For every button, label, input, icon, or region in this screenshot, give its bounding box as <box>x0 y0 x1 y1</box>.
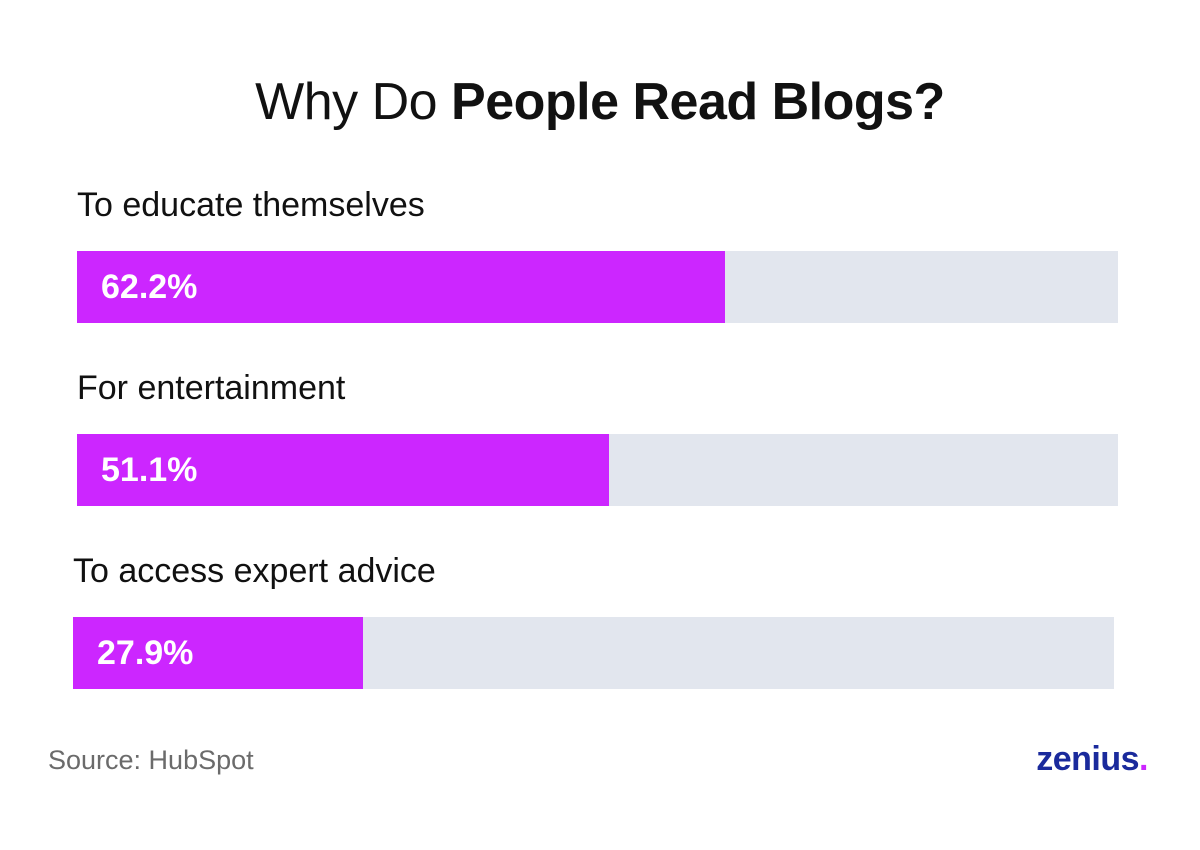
source-note: Source: HubSpot <box>48 745 254 775</box>
logo-dot: . <box>1139 740 1148 778</box>
bar-to-educate-themselves: 62.2% <box>77 251 725 323</box>
category-label-to-access-expert-advice: To access expert advice <box>73 552 436 590</box>
bar-track-to-access-expert-advice: 27.9% <box>73 617 1114 689</box>
value-label-to-educate-themselves: 62.2% <box>101 268 198 306</box>
chart-title: Why Do People Read Blogs? <box>0 70 1200 134</box>
title-emphasis: People Read Blogs? <box>451 73 945 131</box>
title-prefix: Why Do <box>255 73 438 131</box>
bar-to-access-expert-advice: 27.9% <box>73 617 363 689</box>
bar-track-to-educate-themselves: 62.2% <box>77 251 1118 323</box>
value-label-for-entertainment: 51.1% <box>101 451 198 489</box>
category-label-to-educate-themselves: To educate themselves <box>77 186 425 224</box>
value-label-to-access-expert-advice: 27.9% <box>97 634 194 672</box>
bar-for-entertainment: 51.1% <box>77 434 609 506</box>
logo-text: zenius <box>1036 740 1140 778</box>
zenius-logo: zenius. <box>1036 737 1148 781</box>
bar-track-for-entertainment: 51.1% <box>77 434 1118 506</box>
category-label-for-entertainment: For entertainment <box>77 369 346 407</box>
